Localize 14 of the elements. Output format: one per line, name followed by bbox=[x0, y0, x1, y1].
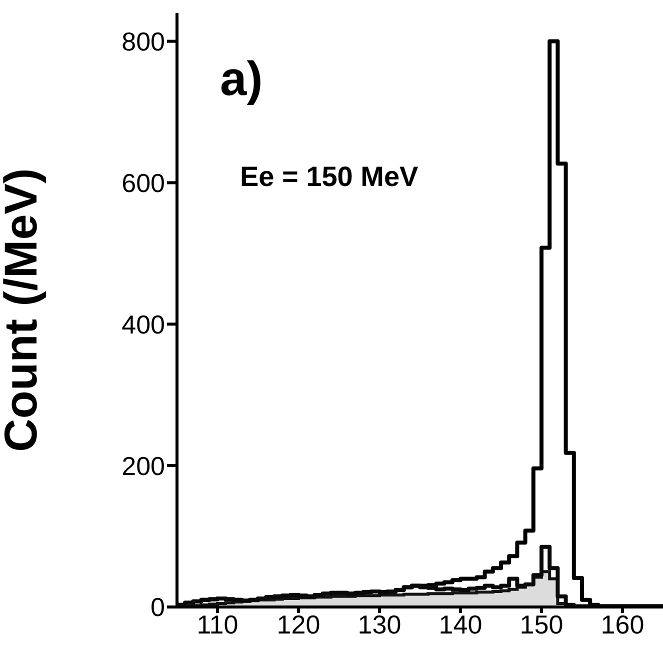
x-tick-label: 110 bbox=[196, 609, 238, 640]
y-tick-label: 800 bbox=[122, 26, 165, 57]
annotation: Ee = 150 MeV bbox=[240, 161, 419, 192]
y-axis-title: Count (/MeV) bbox=[0, 168, 46, 452]
x-tick-label: 120 bbox=[276, 609, 320, 640]
x-tick-label: 140 bbox=[438, 609, 482, 640]
x-tick-label: 130 bbox=[358, 609, 402, 640]
x-tick-label: 150 bbox=[520, 609, 564, 640]
y-tick-label: 400 bbox=[122, 309, 165, 340]
y-tick-label: 200 bbox=[122, 450, 165, 481]
x-tick-label: 160 bbox=[600, 609, 644, 640]
y-tick-label: 0 bbox=[150, 592, 165, 622]
y-tick-label: 600 bbox=[122, 168, 165, 198]
annotation: a) bbox=[220, 53, 263, 106]
